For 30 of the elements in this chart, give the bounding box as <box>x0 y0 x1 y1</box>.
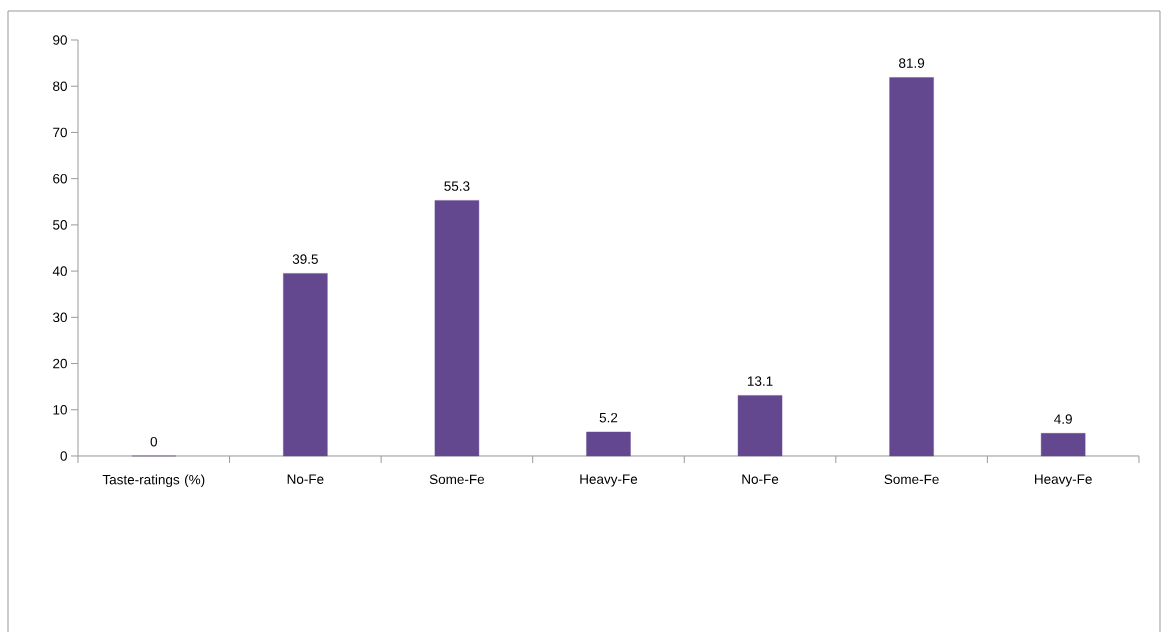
x-tick-label: Some-Fe <box>429 474 485 485</box>
bar <box>737 395 783 457</box>
x-tick-label: No-Fe <box>742 474 779 484</box>
bar <box>434 200 480 457</box>
y-tick-label: 50 <box>53 220 67 230</box>
data-label: 0 <box>150 436 158 447</box>
data-label: 55.3 <box>444 181 470 191</box>
data-label: 5.2 <box>599 412 618 423</box>
y-tick-label: 70 <box>53 127 67 138</box>
x-tick-label: Some-Fe <box>884 474 939 485</box>
bar <box>889 77 934 457</box>
x-tick-label: No-Fe <box>287 474 324 484</box>
y-tick-label: 20 <box>53 358 67 369</box>
data-label: 81.9 <box>899 58 925 68</box>
bar <box>1040 433 1086 457</box>
y-tick-label: 40 <box>52 266 67 276</box>
data-label: 4.9 <box>1054 414 1072 424</box>
x-tick-label: Heavy-Fe <box>580 474 638 487</box>
y-tick-label: 0 <box>60 451 67 461</box>
data-label: 39.5 <box>292 254 318 264</box>
y-tick-label: 90 <box>53 35 67 45</box>
x-tick-label: Heavy-Fe <box>1035 474 1092 487</box>
bar <box>283 273 328 457</box>
y-tick-label: 60 <box>53 173 67 184</box>
y-tick-label: 80 <box>53 81 67 91</box>
bar <box>586 431 631 457</box>
data-label: 13.1 <box>747 376 773 386</box>
x-tick-label: Taste-ratings (%) <box>102 474 205 488</box>
y-tick-label: 30 <box>52 312 67 323</box>
y-tick-label: 10 <box>53 404 67 415</box>
